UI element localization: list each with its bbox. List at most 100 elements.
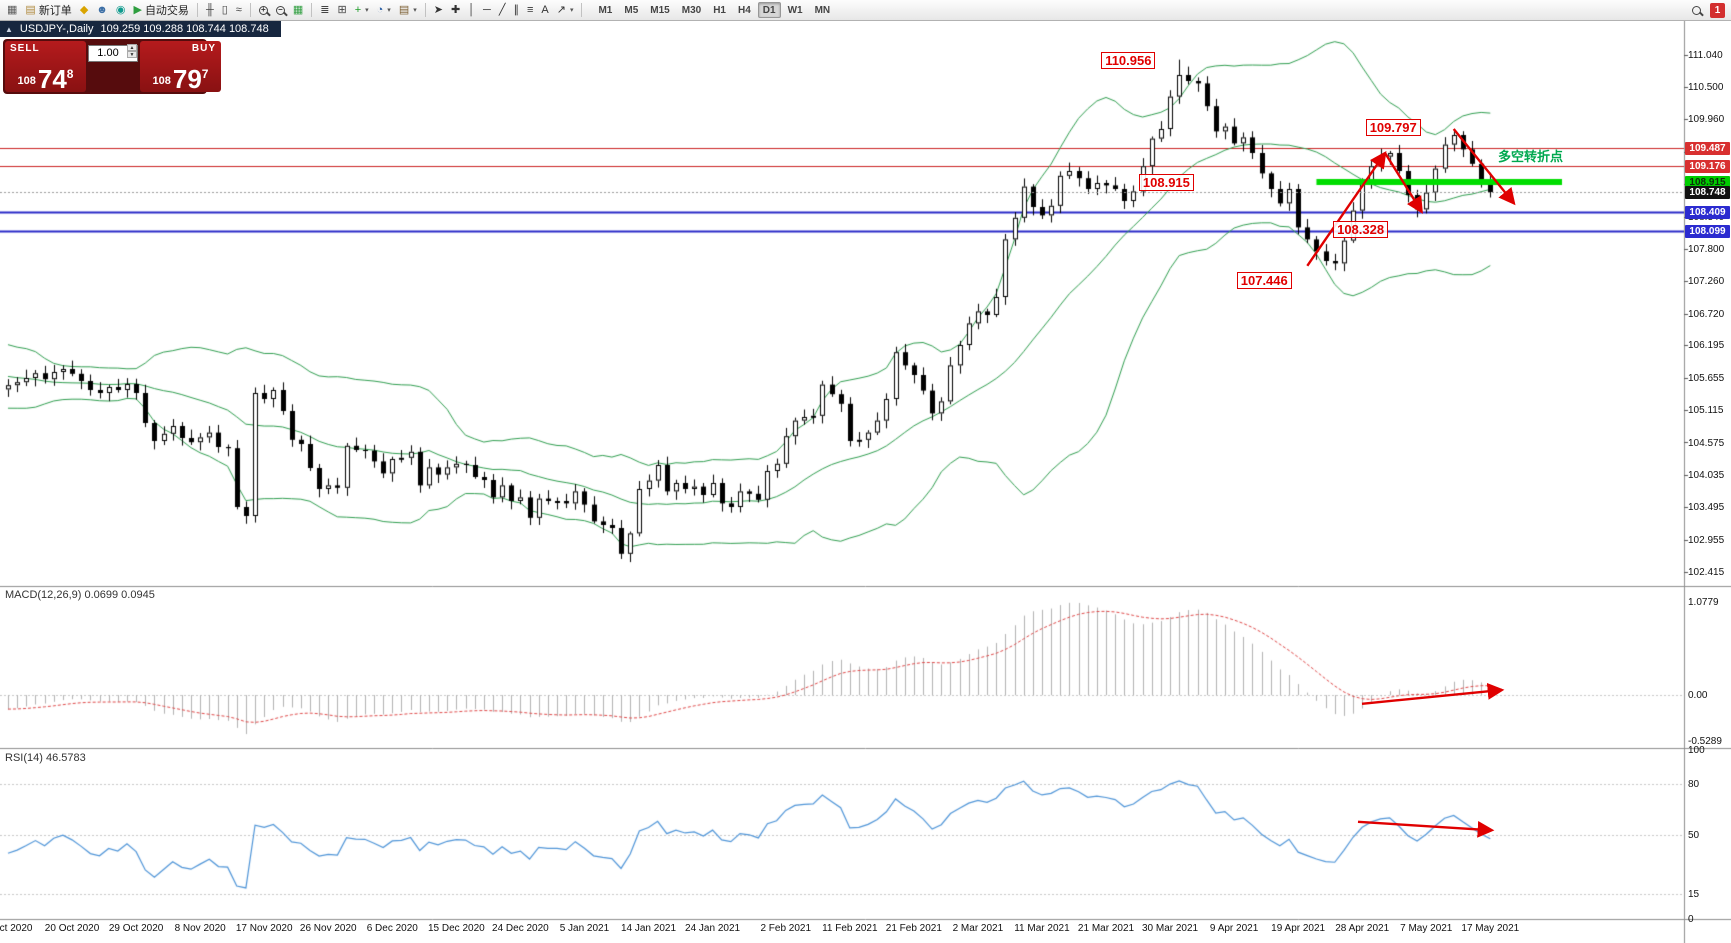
new-chart-button[interactable]: ▦ <box>3 1 21 19</box>
objects-list-icon: ⊞ <box>337 3 347 16</box>
trendline-icon: ╱ <box>498 3 506 16</box>
bar-chart-icon: ╫ <box>205 3 214 16</box>
chart-title: ▲ USDJPY-,Daily 109.259 109.288 108.744 … <box>0 21 281 37</box>
templates-icon: ▤ <box>398 3 410 16</box>
buy-button[interactable]: BUY 108 79 7 <box>140 41 221 92</box>
crosshair-button[interactable]: ✚ <box>447 1 464 19</box>
toolbar: ▦ ▤ 新订单 ◆ ☻ ◉ ▶ 自动交易 ╫ ▯ ≈ + − ▦ ≣ ⊞ + ▾ ◔ ▾ ▤ ▾ ➤ ✚ │ ─ ╱ ∥ ≡ A ↗ ▾ M1… <box>0 0 1731 21</box>
vertical-line-icon: │ <box>468 3 476 16</box>
toolbar-separator <box>581 3 583 17</box>
text-tool-icon: A <box>541 3 549 16</box>
toolbar-buttons: ▦ ▤ 新订单 ◆ ☻ ◉ ▶ 自动交易 ╫ ▯ ≈ + − ▦ ≣ ⊞ + ▾ ◔ ▾ ▤ ▾ ➤ ✚ │ ─ ╱ ∥ ≡ A ↗ ▾ <box>3 0 586 20</box>
profiles-button[interactable]: ◆ <box>76 1 92 19</box>
volume-input[interactable] <box>88 44 138 62</box>
objects-list-button[interactable]: ⊞ <box>333 1 350 19</box>
community-icon: ◉ <box>115 3 126 16</box>
fibonacci-icon: ≡ <box>526 3 534 16</box>
volume-up-button[interactable]: ▲ <box>127 44 137 51</box>
sell-price-big: 74 <box>37 64 67 94</box>
timeframe-m5-button[interactable]: M5 <box>624 4 639 16</box>
fibonacci-button[interactable]: ≡ <box>523 1 537 19</box>
add-indicator-icon: + <box>354 3 362 16</box>
search-button[interactable] <box>1688 1 1705 19</box>
zoom-in-button[interactable]: + <box>255 1 272 19</box>
cursor-icon: ➤ <box>433 3 443 16</box>
community-button[interactable]: ◉ <box>112 1 130 19</box>
notifications-badge[interactable]: 1 <box>1710 2 1725 18</box>
accounts-button[interactable]: ☻ <box>92 1 112 19</box>
tile-windows-icon: ▦ <box>292 3 304 16</box>
autotrading-button[interactable]: ▶ 自动交易 <box>129 1 192 19</box>
timeframe-bar: M1 M5 M15 M30 H1 H4 D1 W1 MN <box>592 0 836 20</box>
horizontal-line-button[interactable]: ─ <box>479 1 495 19</box>
cursor-button[interactable]: ➤ <box>430 1 447 19</box>
add-indicator-button[interactable]: + ▾ <box>351 1 373 19</box>
new-order-button-label: 新订单 <box>38 5 72 17</box>
channel-icon: ∥ <box>513 3 519 16</box>
zoom-in-icon: + <box>258 5 268 15</box>
periods-button[interactable]: ◔ ▾ <box>373 1 395 19</box>
collapse-icon[interactable]: ▲ <box>5 24 13 34</box>
timeframe-h1-button[interactable]: H1 <box>713 4 726 16</box>
timeframe-h4-button[interactable]: H4 <box>737 4 751 16</box>
trendline-button[interactable]: ╱ <box>495 1 510 19</box>
arrows-tool-icon: ↗ <box>556 3 566 16</box>
profiles-icon: ◆ <box>79 3 89 16</box>
indicators-list-icon: ≣ <box>320 3 330 16</box>
candlestick-chart-button[interactable]: ▯ <box>218 1 232 19</box>
timeframe-m30-button[interactable]: M30 <box>681 4 702 16</box>
new-order-button: ▤ <box>25 3 36 16</box>
periods-icon: ◔ <box>376 3 384 16</box>
toolbar-right: 1 <box>1688 0 1728 20</box>
indicators-list-button[interactable]: ≣ <box>316 1 333 19</box>
timeframe-w1-button[interactable]: W1 <box>787 4 803 16</box>
accounts-icon: ☻ <box>96 3 108 16</box>
sell-price: 108 74 8 <box>10 64 81 94</box>
sell-label: SELL <box>10 43 40 54</box>
timeframe-m1-button[interactable]: M1 <box>598 4 613 16</box>
buy-price-big: 79 <box>172 64 202 94</box>
candlestick-chart-icon: ▯ <box>221 3 228 16</box>
tile-windows-button[interactable]: ▦ <box>289 1 307 19</box>
autotrading-button-label: 自动交易 <box>144 5 189 17</box>
buy-price-prefix: 108 <box>152 75 171 87</box>
bar-chart-button[interactable]: ╫ <box>202 1 218 19</box>
volume-down-button[interactable]: ▼ <box>127 51 137 58</box>
timeframe-m15-button[interactable]: M15 <box>650 4 670 16</box>
buy-label: BUY <box>191 43 216 54</box>
sell-button[interactable]: SELL 108 74 8 <box>5 41 86 92</box>
toolbar-separator <box>249 3 251 17</box>
buy-price: 108 79 7 <box>145 64 216 94</box>
volume-section: ▲ ▼ <box>88 41 138 92</box>
price-chart-canvas[interactable] <box>0 21 1731 943</box>
new-order-button[interactable]: ▤ 新订单 <box>21 1 75 19</box>
line-chart-icon: ≈ <box>235 3 242 16</box>
line-chart-button[interactable]: ≈ <box>232 1 246 19</box>
timeframe-d1-button[interactable]: D1 <box>757 2 781 18</box>
templates-button[interactable]: ▤ ▾ <box>395 1 421 19</box>
toolbar-separator <box>424 3 426 17</box>
text-tool-button[interactable]: A <box>537 1 552 19</box>
dropdown-chevron-icon: ▾ <box>569 7 574 14</box>
horizontal-line-icon: ─ <box>483 3 491 16</box>
zoom-out-icon: − <box>275 5 285 15</box>
one-click-trading-panel: SELL 108 74 8 ▲ ▼ <box>3 39 221 94</box>
toolbar-separator <box>196 3 198 17</box>
chart-symbol: USDJPY-,Daily <box>19 23 94 35</box>
dropdown-chevron-icon: ▾ <box>413 7 417 14</box>
chart-area[interactable]: ▲ USDJPY-,Daily 109.259 109.288 108.744 … <box>0 21 1731 943</box>
chart-ohlc-values: 109.259 109.288 108.744 108.748 <box>100 23 269 35</box>
arrows-tool-button[interactable]: ↗ ▾ <box>553 1 578 19</box>
buy-price-sup: 7 <box>201 67 209 81</box>
timeframe-mn-button[interactable]: MN <box>814 4 831 16</box>
dropdown-chevron-icon: ▾ <box>387 7 391 14</box>
channel-button[interactable]: ∥ <box>509 1 523 19</box>
sell-price-sup: 8 <box>66 67 74 81</box>
vertical-line-button[interactable]: │ <box>464 1 479 19</box>
search-icon <box>1692 5 1701 15</box>
sell-price-prefix: 108 <box>17 75 36 87</box>
dropdown-chevron-icon: ▾ <box>365 7 369 14</box>
zoom-out-button[interactable]: − <box>272 1 289 19</box>
autotrading-button: ▶ <box>133 3 142 16</box>
